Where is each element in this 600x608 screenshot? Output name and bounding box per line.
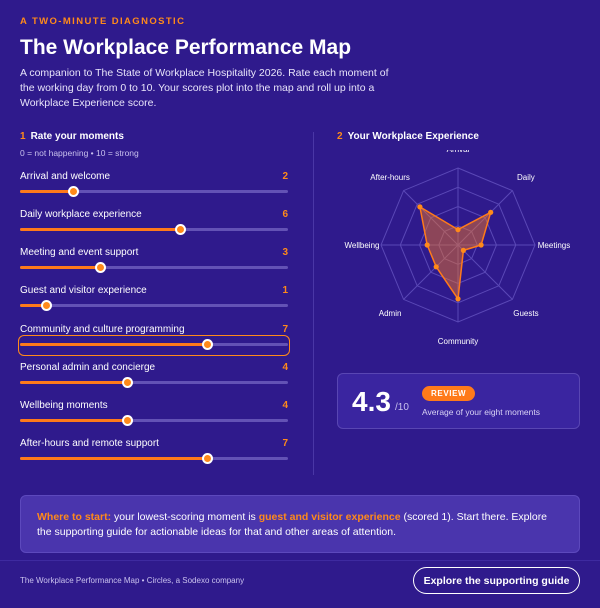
score-card: 4.3 /10 REVIEW Average of your eight mom… — [337, 373, 580, 429]
radar-axis-label: Community — [438, 337, 478, 346]
callout-text: your lowest-scoring moment is — [111, 511, 259, 523]
radar-point — [417, 204, 423, 210]
section-title: Rate your moments — [30, 131, 124, 142]
section-number: 2 — [337, 131, 343, 142]
radar-point — [488, 209, 494, 215]
score-caption: Average of your eight moments — [422, 407, 540, 417]
slider-thumb[interactable] — [175, 224, 187, 235]
slider-focus-ring — [18, 335, 290, 356]
slider-fill — [20, 419, 128, 422]
callout-lead: Where to start: — [37, 511, 112, 523]
slider-fill — [20, 304, 47, 307]
moment-row: Community and culture programming 7 — [20, 324, 288, 350]
section-number: 1 — [20, 131, 26, 142]
moment-label: Arrival and welcome — [20, 171, 111, 182]
moment-score: 7 — [282, 324, 288, 335]
slider-fill — [20, 190, 74, 193]
slider-thumb[interactable] — [94, 262, 106, 273]
moment-slider[interactable] — [20, 300, 288, 311]
moment-label: Meeting and event support — [20, 247, 139, 258]
moment-row: Wellbeing moments 4 — [20, 400, 288, 426]
moment-slider[interactable] — [20, 339, 288, 350]
explore-guide-button[interactable]: Explore the supporting guide — [413, 567, 580, 594]
moment-label: After-hours and remote support — [20, 438, 159, 449]
radar-point — [424, 242, 430, 248]
where-to-start-callout: Where to start: your lowest-scoring mome… — [20, 495, 580, 553]
moment-row: After-hours and remote support 7 — [20, 438, 288, 464]
radar-spoke — [457, 190, 513, 246]
callout-highlight: guest and visitor experience — [258, 511, 401, 523]
radar-axis-label: Wellbeing — [345, 241, 380, 250]
moment-row: Meeting and event support 3 — [20, 247, 288, 273]
page-title: The Workplace Performance Map — [20, 36, 352, 59]
moment-label: Guest and visitor experience — [20, 285, 147, 296]
moment-score: 3 — [282, 247, 288, 258]
radar-axis-label: Daily — [517, 173, 535, 182]
slider-thumb[interactable] — [202, 453, 214, 464]
radar-point — [455, 227, 461, 233]
footer-note: The Workplace Performance Map • Circles,… — [20, 576, 245, 585]
footer-divider — [0, 560, 600, 561]
radar-axis-label: Meetings — [538, 241, 570, 250]
radar-point — [460, 247, 466, 253]
rate-section-heading: 1 Rate your moments — [20, 131, 124, 142]
moment-slider[interactable] — [20, 224, 288, 235]
callout-text-end: (scored 1). Start there. Explore the sup… — [37, 511, 548, 538]
moment-row: Personal admin and concierge 4 — [20, 362, 288, 388]
moment-score: 4 — [282, 362, 288, 373]
column-divider — [313, 132, 314, 475]
eyebrow-label: A TWO-MINUTE DIAGNOSTIC — [20, 16, 186, 27]
score-value: 4.3 — [352, 386, 391, 417]
slider-thumb[interactable] — [41, 300, 53, 311]
status-badge: REVIEW — [422, 386, 476, 401]
experience-section-heading: 2 Your Workplace Experience — [337, 131, 479, 142]
slider-fill — [20, 457, 208, 460]
moment-row: Arrival and welcome 2 — [20, 171, 288, 197]
radar-spoke — [403, 244, 459, 300]
moment-score: 2 — [282, 171, 288, 182]
scale-note: 0 = not happening • 10 = strong — [20, 148, 139, 158]
moment-label: Personal admin and concierge — [20, 362, 156, 373]
radar-axis-label: After-hours — [370, 173, 410, 182]
section-title: Your Workplace Experience — [347, 131, 479, 142]
radar-point — [455, 296, 461, 302]
intro-text: A companion to The State of Workplace Ho… — [20, 67, 389, 109]
moment-score: 4 — [282, 400, 288, 411]
moment-score: 7 — [282, 438, 288, 449]
radar-point — [478, 242, 484, 248]
slider-fill — [20, 266, 101, 269]
radar-chart: Arrival Daily Meetings Guests Community Admin… — [345, 150, 571, 346]
slider-fill — [20, 343, 208, 346]
radar-axis-label: Arrival — [447, 150, 470, 154]
radar-spoke — [457, 244, 513, 300]
slider-thumb[interactable] — [68, 186, 80, 197]
moment-slider[interactable] — [20, 415, 288, 426]
moment-score: 6 — [282, 209, 288, 220]
slider-thumb[interactable] — [121, 415, 133, 426]
slider-thumb[interactable] — [121, 377, 133, 388]
radar-axis-label: Admin — [379, 309, 402, 318]
slider-thumb[interactable] — [202, 339, 214, 350]
moment-row: Daily workplace experience 6 — [20, 209, 288, 235]
moment-row: Guest and visitor experience 1 — [20, 285, 288, 311]
radar-area — [419, 206, 492, 300]
radar-spoke — [403, 190, 459, 246]
moment-label: Daily workplace experience — [20, 209, 142, 220]
score-denominator: /10 — [395, 402, 409, 413]
slider-fill — [20, 228, 181, 231]
radar-point — [433, 264, 439, 270]
moment-slider[interactable] — [20, 377, 288, 388]
moment-slider[interactable] — [20, 186, 288, 197]
moment-slider[interactable] — [20, 453, 288, 464]
moment-label: Wellbeing moments — [20, 400, 108, 411]
moment-label: Community and culture programming — [20, 324, 185, 335]
radar-axis-label: Guests — [513, 309, 538, 318]
moment-score: 1 — [282, 285, 288, 296]
slider-fill — [20, 381, 128, 384]
moment-slider[interactable] — [20, 262, 288, 273]
